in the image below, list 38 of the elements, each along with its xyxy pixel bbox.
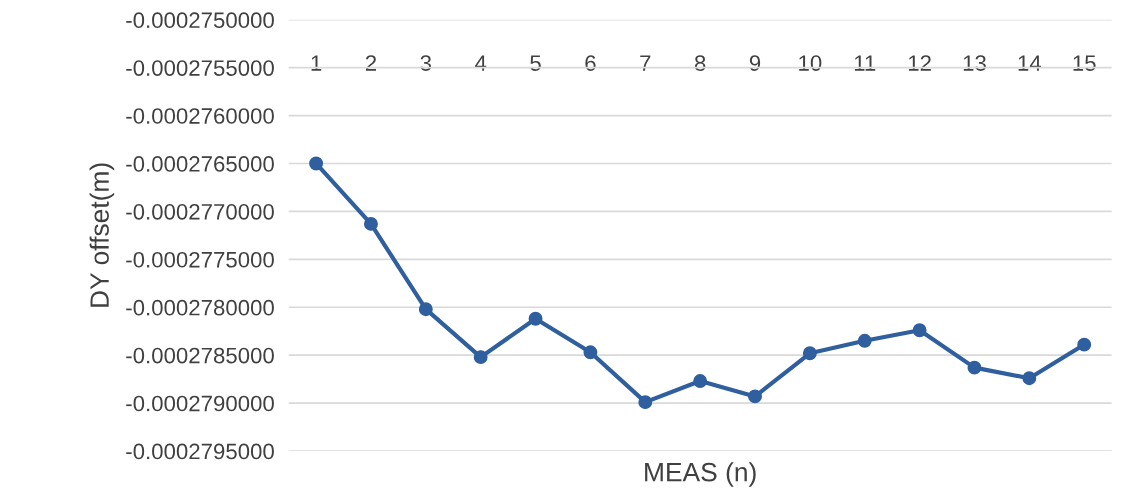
- x-tick-label: 14: [1018, 55, 1042, 71]
- x-tick-label: 8: [694, 55, 706, 71]
- point: [583, 345, 598, 360]
- x-tick-label: 2: [365, 55, 377, 71]
- x-tick-label: 1: [311, 55, 322, 71]
- point: [364, 216, 378, 231]
- x-axis-title: MEAS (n): [645, 462, 756, 487]
- y-tick-label: -0.0002795000: [126, 443, 274, 460]
- point: [418, 302, 433, 317]
- point: [693, 374, 708, 389]
- point: [857, 333, 872, 348]
- x-tick-label: 10: [799, 55, 822, 71]
- x-tick-label: 9: [749, 55, 761, 71]
- point: [912, 323, 927, 338]
- point: [309, 156, 324, 171]
- y-axis-title: DY offset(m): [89, 163, 115, 307]
- y-tick-label: -0.0002775000: [126, 251, 274, 268]
- point: [638, 395, 653, 410]
- point: [473, 350, 488, 365]
- point: [967, 360, 982, 375]
- point: [802, 346, 817, 361]
- y-tick-label: -0.0002785000: [126, 347, 274, 364]
- y-tick-label: -0.0002780000: [126, 299, 274, 316]
- y-tick-label: -0.0002750000: [126, 12, 274, 29]
- x-tick-label: 15: [1073, 55, 1096, 71]
- y-tick-label: -0.0002760000: [126, 108, 274, 124]
- y-tick-label: -0.0002770000: [126, 203, 274, 220]
- point: [748, 389, 762, 404]
- y-tick-label: -0.0002790000: [126, 395, 274, 412]
- point: [528, 311, 543, 326]
- point: [1077, 337, 1092, 352]
- x-tick-label: 4: [475, 55, 487, 71]
- y-tick-label: -0.0002765000: [126, 156, 274, 172]
- x-tick-label: 12: [908, 55, 931, 71]
- x-tick-label: 7: [640, 55, 651, 71]
- point: [1022, 371, 1037, 386]
- x-tick-label: 11: [854, 55, 876, 71]
- y-tick-label: -0.0002755000: [126, 60, 274, 76]
